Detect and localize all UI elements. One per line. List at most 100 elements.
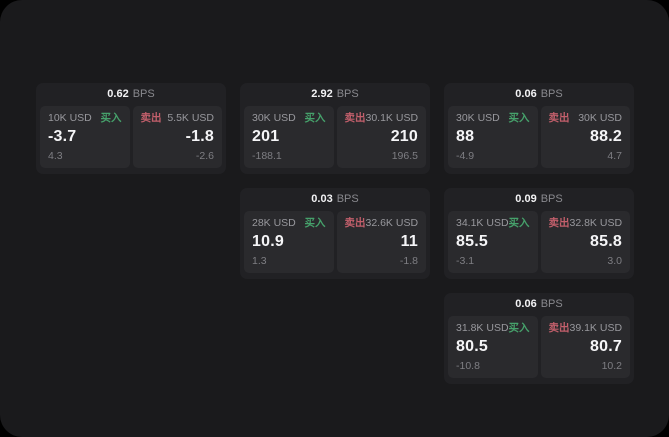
buy-amount: 30K USD [252, 112, 296, 124]
buy-price: -3.7 [48, 128, 77, 145]
sell-panel[interactable]: 卖出 39.1K USD 80.7 10.2 [540, 316, 630, 378]
buy-amount: 34.1K USD [456, 217, 509, 229]
quote-panels: 28K USD 买入 10.9 1.3 卖出 32.6K USD 11 -1.8 [240, 211, 430, 273]
sell-panel[interactable]: 卖出 32.6K USD 11 -1.8 [336, 211, 426, 273]
buy-top-row: 30K USD 买入 [252, 113, 326, 124]
sell-amount: 39.1K USD [569, 322, 623, 334]
sell-top-row: 卖出 32.8K USD [549, 218, 623, 229]
sell-price: -1.8 [185, 128, 214, 145]
sell-amount: 5.5K USD [167, 112, 214, 124]
buy-panel[interactable]: 28K USD 买入 10.9 1.3 [244, 211, 334, 273]
buy-price: 88 [456, 128, 475, 145]
quote-panels: 30K USD 买入 201 -188.1 卖出 30.1K USD 210 1… [240, 106, 430, 168]
sell-side-label: 卖出 [344, 217, 366, 229]
buy-delta: -10.8 [456, 359, 480, 372]
sell-price: 85.8 [590, 233, 622, 250]
sell-panel[interactable]: 卖出 30.1K USD 210 196.5 [336, 106, 426, 168]
buy-panel[interactable]: 30K USD 买入 88 -4.9 [448, 106, 538, 168]
sell-amount: 32.6K USD [365, 217, 419, 229]
bps-unit: BPS [540, 298, 563, 310]
sell-delta: 196.5 [391, 149, 418, 162]
buy-price: 85.5 [456, 233, 488, 250]
buy-top-row: 34.1K USD 买入 [456, 218, 530, 229]
sell-price: 80.7 [590, 338, 622, 355]
buy-side-label: 买入 [508, 322, 530, 334]
buy-delta: -188.1 [252, 149, 282, 162]
quote-card: 0.06 BPS 31.8K USD 买入 80.5 -10.8 卖出 39.1… [444, 293, 634, 384]
sell-delta: 3.0 [607, 254, 622, 267]
sell-panel[interactable]: 卖出 5.5K USD -1.8 -2.6 [132, 106, 222, 168]
sell-top-row: 卖出 32.6K USD [345, 218, 419, 229]
sell-top-row: 卖出 30K USD [549, 113, 623, 124]
bps-value: 0.03 [311, 193, 333, 205]
buy-delta: -3.1 [456, 254, 475, 267]
bps-header: 0.62 BPS [36, 83, 226, 106]
bps-unit: BPS [540, 88, 563, 100]
sell-side-label: 卖出 [548, 217, 570, 229]
sell-side-label: 卖出 [548, 322, 570, 334]
bps-unit: BPS [540, 193, 563, 205]
buy-top-row: 31.8K USD 买入 [456, 323, 530, 334]
buy-price: 80.5 [456, 338, 488, 355]
buy-amount: 28K USD [252, 217, 296, 229]
quote-card: 0.09 BPS 34.1K USD 买入 85.5 -3.1 卖出 32.8K… [444, 188, 634, 279]
buy-top-row: 10K USD 买入 [48, 113, 122, 124]
buy-top-row: 30K USD 买入 [456, 113, 530, 124]
sell-top-row: 卖出 39.1K USD [549, 323, 623, 334]
buy-side-label: 买入 [100, 112, 122, 124]
bps-value: 0.06 [515, 88, 537, 100]
sell-side-label: 卖出 [140, 112, 162, 124]
buy-amount: 31.8K USD [456, 322, 509, 334]
bps-header: 0.03 BPS [240, 188, 430, 211]
sell-top-row: 卖出 5.5K USD [141, 113, 215, 124]
buy-delta: 4.3 [48, 149, 63, 162]
bps-value: 0.62 [107, 88, 129, 100]
sell-delta: -2.6 [195, 149, 214, 162]
quote-card: 0.62 BPS 10K USD 买入 -3.7 4.3 卖出 5.5K USD… [36, 83, 226, 174]
sell-price: 11 [400, 233, 418, 250]
bps-header: 0.09 BPS [444, 188, 634, 211]
bps-unit: BPS [132, 88, 155, 100]
quote-panels: 30K USD 买入 88 -4.9 卖出 30K USD 88.2 4.7 [444, 106, 634, 168]
quote-panels: 31.8K USD 买入 80.5 -10.8 卖出 39.1K USD 80.… [444, 316, 634, 378]
sell-price: 88.2 [590, 128, 622, 145]
sell-amount: 30.1K USD [365, 112, 419, 124]
bps-header: 0.06 BPS [444, 83, 634, 106]
buy-side-label: 买入 [304, 217, 326, 229]
buy-price: 10.9 [252, 233, 284, 250]
buy-delta: -4.9 [456, 149, 475, 162]
sell-side-label: 卖出 [344, 112, 366, 124]
bps-value: 2.92 [311, 88, 333, 100]
sell-delta: 10.2 [601, 359, 622, 372]
sell-amount: 30K USD [578, 112, 622, 124]
buy-amount: 30K USD [456, 112, 500, 124]
sell-delta: -1.8 [399, 254, 418, 267]
sell-panel[interactable]: 卖出 30K USD 88.2 4.7 [540, 106, 630, 168]
sell-side-label: 卖出 [548, 112, 570, 124]
sell-price: 210 [390, 128, 418, 145]
buy-side-label: 买入 [508, 217, 530, 229]
quote-card: 0.03 BPS 28K USD 买入 10.9 1.3 卖出 32.6K US… [240, 188, 430, 279]
buy-delta: 1.3 [252, 254, 267, 267]
bps-value: 0.06 [515, 298, 537, 310]
sell-panel[interactable]: 卖出 32.8K USD 85.8 3.0 [540, 211, 630, 273]
buy-amount: 10K USD [48, 112, 92, 124]
sell-top-row: 卖出 30.1K USD [345, 113, 419, 124]
buy-panel[interactable]: 31.8K USD 买入 80.5 -10.8 [448, 316, 538, 378]
buy-side-label: 买入 [304, 112, 326, 124]
buy-top-row: 28K USD 买入 [252, 218, 326, 229]
sell-amount: 32.8K USD [569, 217, 623, 229]
bps-value: 0.09 [515, 193, 537, 205]
bps-header: 2.92 BPS [240, 83, 430, 106]
quote-card: 0.06 BPS 30K USD 买入 88 -4.9 卖出 30K USD 8… [444, 83, 634, 174]
buy-panel[interactable]: 10K USD 买入 -3.7 4.3 [40, 106, 130, 168]
quote-panels: 10K USD 买入 -3.7 4.3 卖出 5.5K USD -1.8 -2.… [36, 106, 226, 168]
bps-header: 0.06 BPS [444, 293, 634, 316]
buy-price: 201 [252, 128, 280, 145]
buy-panel[interactable]: 30K USD 买入 201 -188.1 [244, 106, 334, 168]
buy-side-label: 买入 [508, 112, 530, 124]
quote-card: 2.92 BPS 30K USD 买入 201 -188.1 卖出 30.1K … [240, 83, 430, 174]
buy-panel[interactable]: 34.1K USD 买入 85.5 -3.1 [448, 211, 538, 273]
